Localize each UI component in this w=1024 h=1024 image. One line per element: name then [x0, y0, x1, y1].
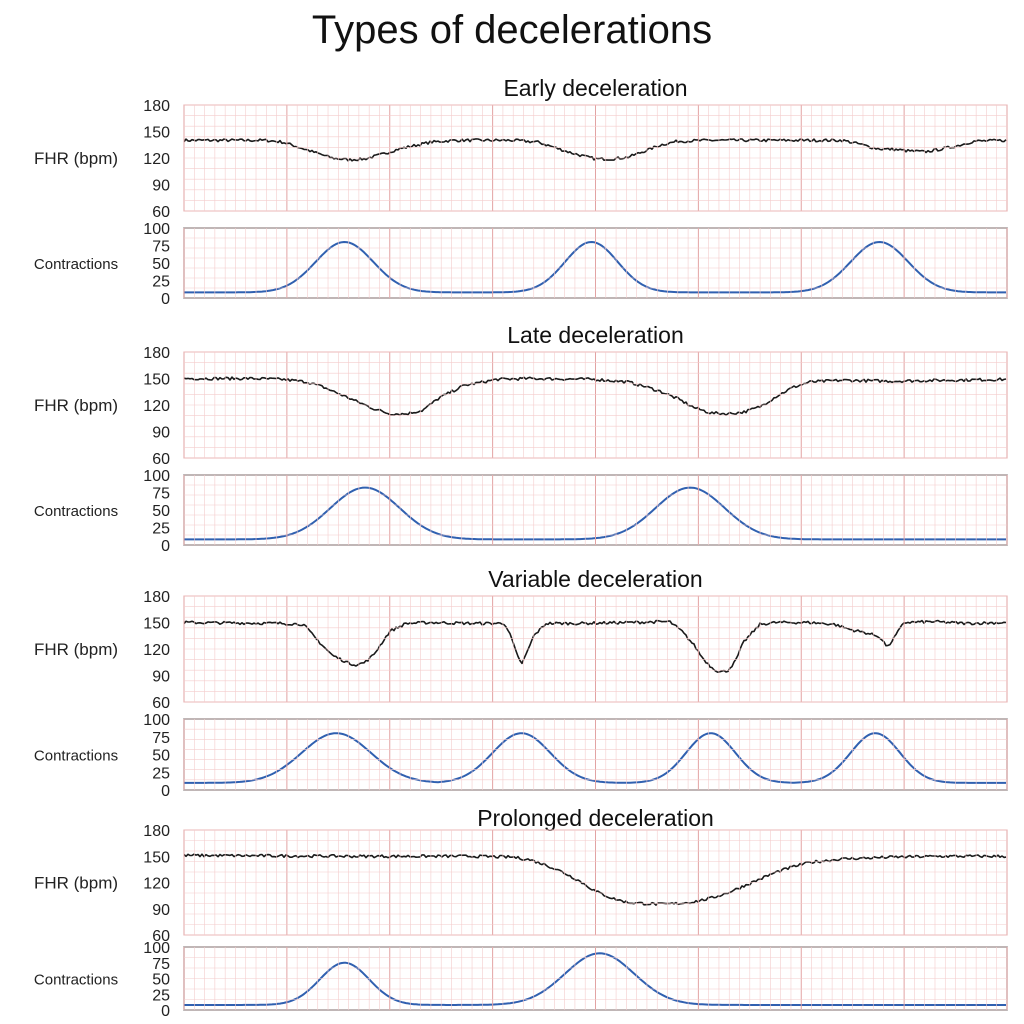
chart-main-title: Types of decelerations	[311, 8, 713, 52]
panel-4: Prolonged deceleration 180 150 120 90 60 FHR (…	[34, 805, 1008, 1020]
fhr-axis-label: FHR (bpm)	[34, 149, 118, 168]
contractions-tick-label: 100	[143, 940, 170, 957]
contractions-grid	[183, 474, 1008, 546]
fhr-tick-label: 150	[143, 372, 170, 389]
contractions-axis-label: Contractions	[34, 503, 118, 520]
panel-title: Late deceleration	[507, 322, 683, 348]
contractions-axis-label: Contractions	[34, 748, 118, 765]
contractions-grid	[183, 227, 1008, 299]
fhr-tick-label: 60	[152, 451, 170, 468]
contractions-tick-label: 75	[152, 730, 170, 747]
contractions-tick-label: 25	[152, 765, 170, 782]
fhr-tick-label: 150	[143, 849, 170, 866]
panel-2: Late deceleration 180 150 120 90 60 FHR (bpm) 1…	[34, 322, 1008, 555]
contractions-tick-label: 100	[143, 468, 170, 485]
fhr-tick-label: 90	[152, 425, 170, 442]
contractions-tick-label: 25	[152, 987, 170, 1004]
fhr-tick-label: 90	[152, 669, 170, 686]
fhr-tick-label: 120	[143, 876, 170, 893]
contractions-tick-label: 75	[152, 239, 170, 256]
fhr-grid	[183, 351, 1008, 459]
contractions-tick-label: 75	[152, 486, 170, 503]
contractions-tick-label: 0	[161, 291, 170, 308]
fhr-tick-label: 180	[143, 345, 170, 362]
panel-3: Variable deceleration 180 150 120 90 60 FHR (b…	[34, 566, 1008, 800]
fhr-tick-label: 60	[152, 204, 170, 221]
fhr-tick-label: 180	[143, 823, 170, 840]
fhr-grid	[183, 829, 1008, 936]
fhr-tick-label: 120	[143, 151, 170, 168]
contractions-tick-label: 0	[161, 783, 170, 800]
fhr-grid	[183, 595, 1008, 703]
contractions-tick-label: 50	[152, 748, 170, 765]
fhr-axis-label: FHR (bpm)	[34, 396, 118, 415]
fhr-tick-label: 120	[143, 398, 170, 415]
fhr-tick-label: 150	[143, 125, 170, 142]
contractions-axis-label: Contractions	[34, 972, 118, 989]
contractions-tick-label: 75	[152, 956, 170, 973]
contractions-tick-label: 0	[161, 1003, 170, 1020]
fhr-tick-label: 120	[143, 642, 170, 659]
panel-1: Early deceleration 180 150 120 90 60 FHR (bpm)…	[34, 75, 1008, 308]
panel-title: Prolonged deceleration	[477, 805, 714, 831]
contractions-tick-label: 100	[143, 712, 170, 729]
panel-title: Early deceleration	[503, 75, 687, 101]
contractions-tick-label: 100	[143, 221, 170, 238]
contractions-tick-label: 25	[152, 521, 170, 538]
contractions-axis-label: Contractions	[34, 256, 118, 273]
fhr-tick-label: 60	[152, 928, 170, 945]
contractions-tick-label: 50	[152, 503, 170, 520]
contractions-tick-label: 25	[152, 274, 170, 291]
fhr-tick-label: 90	[152, 902, 170, 919]
contractions-tick-label: 50	[152, 972, 170, 989]
fhr-tick-label: 90	[152, 178, 170, 195]
contractions-tick-label: 50	[152, 256, 170, 273]
fhr-tick-label: 60	[152, 695, 170, 712]
fhr-tick-label: 180	[143, 589, 170, 606]
contractions-grid	[183, 946, 1008, 1011]
fhr-grid	[183, 104, 1008, 212]
contractions-tick-label: 0	[161, 538, 170, 555]
fhr-tick-label: 180	[143, 98, 170, 115]
fhr-tick-label: 150	[143, 616, 170, 633]
contractions-grid	[183, 718, 1008, 791]
fhr-axis-label: FHR (bpm)	[34, 640, 118, 659]
panel-title: Variable deceleration	[488, 566, 702, 592]
fhr-axis-label: FHR (bpm)	[34, 874, 118, 893]
